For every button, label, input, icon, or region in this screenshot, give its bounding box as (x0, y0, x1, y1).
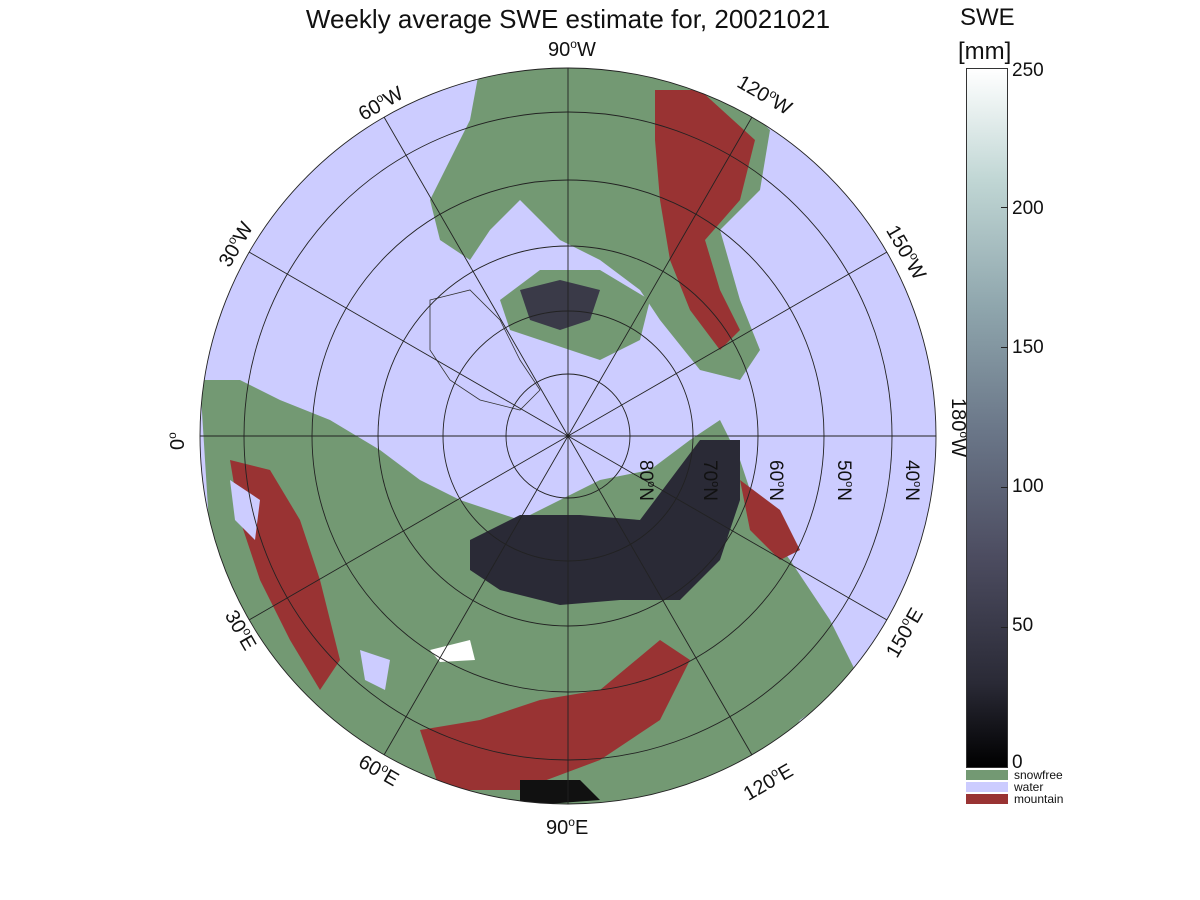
greenland-outline (429, 289, 541, 411)
legend-label-mountain: mountain (1014, 792, 1064, 806)
lat-label-60n: 60oN (765, 460, 787, 501)
legend-label-water: water (1014, 780, 1044, 794)
colorbar-tickmark (1001, 487, 1008, 488)
colorbar-header-unit: [mm] (958, 38, 1012, 65)
central-asia-mountains (420, 640, 690, 790)
lon-label-90w: 90oW (548, 37, 596, 61)
lat-label-50n: 50oN (833, 460, 855, 501)
colorbar-tickmark (1001, 347, 1008, 348)
colorbar-tick-label: 200 (1012, 198, 1044, 219)
lon-label-180w: 180oW (947, 398, 971, 457)
arctic-islands-snow (520, 280, 600, 330)
far-east-mountains (740, 480, 800, 560)
black-snow-patch (520, 780, 600, 804)
baltic-sea (230, 480, 260, 540)
lon-label-120e: 120oE (739, 758, 797, 805)
colorbar-tick-label: 50 (1012, 615, 1034, 636)
colorbar-tick-label: 100 (1012, 476, 1044, 497)
legend-swatch-snowfree (966, 770, 1008, 780)
graticule (199, 67, 937, 805)
legend-label-snowfree: snowfree (1014, 768, 1063, 782)
lat-label-80n: 80oN (635, 460, 657, 501)
siberia-snow (470, 440, 740, 605)
colorbar (966, 68, 1008, 768)
lat-label-70n: 70oN (699, 460, 721, 501)
colorbar-tick-label: 150 (1012, 337, 1044, 358)
colorbar-tick-label: 0 (1012, 752, 1023, 773)
lon-label-0: 0o (165, 432, 189, 450)
colorbar-tickmark (1001, 207, 1008, 208)
lon-label-90e: 90oE (546, 815, 588, 839)
colorbar-header-swe: SWE (960, 4, 1015, 31)
caspian-sea (360, 650, 390, 690)
colorbar-tick-label: 250 (1012, 60, 1044, 81)
legend-swatch-mountain (966, 794, 1008, 804)
map-title: Weekly average SWE estimate for, 2002102… (305, 4, 831, 34)
colorbar-tickmark (1001, 627, 1008, 628)
lat-label-40n: 40oN (901, 460, 923, 501)
legend-swatch-water (966, 782, 1008, 792)
